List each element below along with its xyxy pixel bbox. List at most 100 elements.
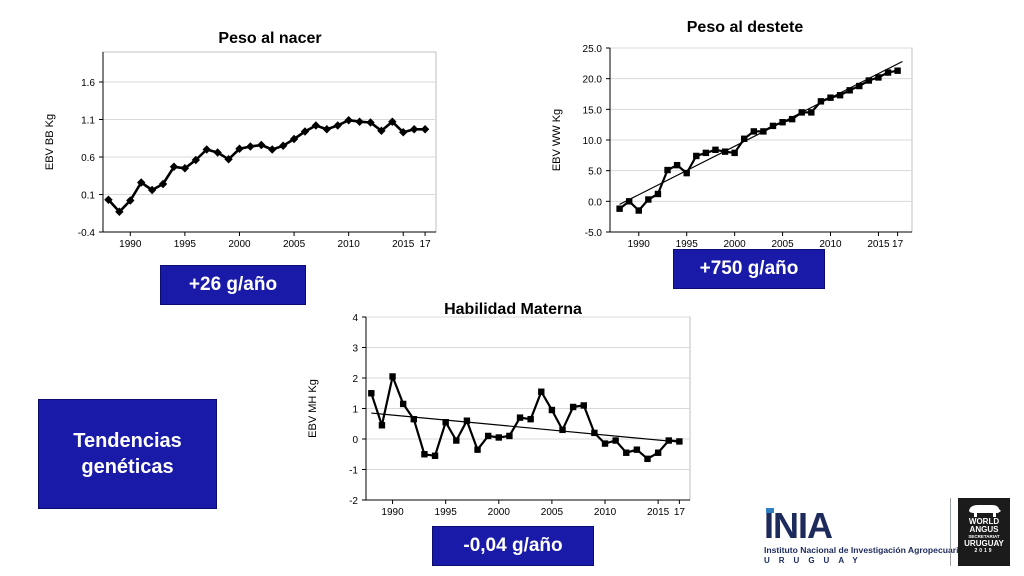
- inia-logo: INIA Instituto Nacional de Investigación…: [764, 508, 963, 566]
- data-point: [366, 118, 375, 127]
- data-point: [538, 388, 545, 395]
- data-point: [894, 67, 901, 74]
- data-point: [856, 82, 863, 90]
- data-point: [126, 196, 135, 205]
- data-point: [808, 109, 815, 116]
- y-axis-label: EBV BB Kg: [44, 114, 56, 170]
- data-point: [311, 121, 321, 130]
- wa-sub1: SECRETARIAT: [968, 534, 1000, 539]
- data-point: [257, 140, 266, 150]
- data-point: [846, 87, 853, 94]
- data-point: [322, 125, 332, 134]
- data-point: [836, 92, 844, 99]
- data-point: [712, 146, 719, 154]
- y-tick-label: 4: [352, 313, 358, 324]
- x-tick-label: 2000: [724, 239, 747, 250]
- y-tick-label: -5.0: [585, 228, 603, 239]
- data-point: [884, 69, 892, 76]
- data-point: [654, 449, 662, 456]
- data-point: [289, 134, 299, 144]
- y-tick-label: 3: [352, 344, 358, 355]
- x-tick-label: 1990: [628, 239, 651, 250]
- data-point: [278, 141, 288, 150]
- x-tick-label: 2010: [338, 239, 361, 250]
- data-point: [235, 144, 244, 153]
- x-tick-label: 17: [892, 239, 904, 250]
- data-point: [202, 145, 211, 154]
- x-tick-label: 2010: [819, 239, 842, 250]
- data-point: [268, 145, 277, 154]
- wa-year: 2019: [974, 548, 994, 554]
- data-point: [484, 432, 492, 440]
- y-tick-label: -2: [349, 496, 358, 507]
- chart-mh: 4 3 2 1 0 -1 -2 1990 1995 2000 2005 2010 2015 17 EBV M…: [307, 313, 691, 518]
- data-point: [616, 205, 623, 212]
- data-point: [527, 415, 534, 423]
- y-tick-label: 0.0: [588, 197, 602, 208]
- data-point: [779, 119, 786, 126]
- data-point: [421, 451, 428, 458]
- wa-line1: WORLD: [968, 517, 1000, 526]
- bull-icon: [969, 505, 1001, 517]
- y-tick-label: 0: [352, 435, 358, 446]
- data-point: [635, 207, 642, 214]
- data-point: [702, 149, 710, 157]
- x-tick-label: 2005: [283, 239, 306, 250]
- y-axis-label: EBV WW Kg: [551, 109, 563, 171]
- data-point: [625, 198, 633, 205]
- y-tick-label: 1.6: [81, 78, 95, 89]
- x-tick-label: 2000: [228, 239, 251, 250]
- y-tick-label: 1: [352, 405, 358, 416]
- y-tick-label: 15.0: [583, 105, 603, 116]
- trend-badge-ww: +750 g/año: [673, 249, 825, 289]
- y-tick-label: 1.1: [81, 116, 95, 127]
- data-point: [721, 148, 729, 155]
- data-point: [633, 446, 641, 453]
- data-point: [664, 166, 671, 174]
- data-point: [344, 116, 353, 125]
- data-point: [399, 128, 408, 137]
- x-tick-label: 1990: [119, 239, 142, 250]
- data-point: [827, 94, 834, 101]
- data-point: [333, 121, 342, 130]
- data-point: [516, 414, 524, 421]
- data-point: [420, 125, 430, 134]
- chart-title-bb: Peso al nacer: [218, 30, 322, 47]
- wa-sub2: URUGUAY: [964, 539, 1004, 548]
- chart-title-ww: Peso al destete: [686, 19, 804, 36]
- inia-wordmark-text: INIA: [764, 508, 833, 542]
- x-tick-label: 1995: [676, 239, 699, 250]
- wa-line2: ANGUS: [969, 525, 999, 534]
- section-label-box: Tendencias genéticas: [38, 399, 217, 509]
- x-tick-label: 2000: [488, 507, 511, 518]
- logo-divider: [950, 498, 951, 566]
- data-point: [147, 185, 157, 195]
- chart-mh-svg: 4 3 2 1 0 -1 -2 1990 1995 2000 2005 2010 2015 17 EBV M…: [307, 313, 691, 518]
- x-tick-label: 2015: [647, 507, 670, 518]
- data-point: [377, 126, 386, 135]
- x-tick-label: 2010: [594, 507, 617, 518]
- x-tick-label: 17: [420, 239, 432, 250]
- data-point: [569, 403, 577, 411]
- data-point: [612, 437, 619, 444]
- data-point: [180, 164, 190, 173]
- data-point: [693, 152, 700, 160]
- chart-ww: 25.0 20.0 15.0 10.0 5.0 0.0 -5.0 1990 1995 2000 20…: [0, 0, 930, 250]
- data-point: [389, 373, 396, 380]
- data-point: [431, 452, 439, 459]
- y-tick-label: 0.6: [81, 153, 95, 164]
- data-point: [750, 128, 758, 135]
- data-point: [137, 178, 146, 187]
- y-axis-label: EBV MH Kg: [307, 379, 319, 438]
- data-point: [665, 437, 672, 444]
- data-point: [355, 117, 364, 126]
- data-point: [676, 438, 683, 445]
- data-point: [654, 190, 662, 198]
- x-tick-label: 17: [674, 507, 686, 518]
- chart-bb: 1.6 1.1 0.6 0.1 -0.4 1990 1995 2000 2005 2010 2015…: [0, 0, 450, 260]
- data-point: [798, 109, 805, 116]
- data-point: [453, 437, 460, 444]
- data-point: [865, 77, 873, 84]
- data-point: [591, 429, 598, 437]
- data-point: [115, 207, 124, 216]
